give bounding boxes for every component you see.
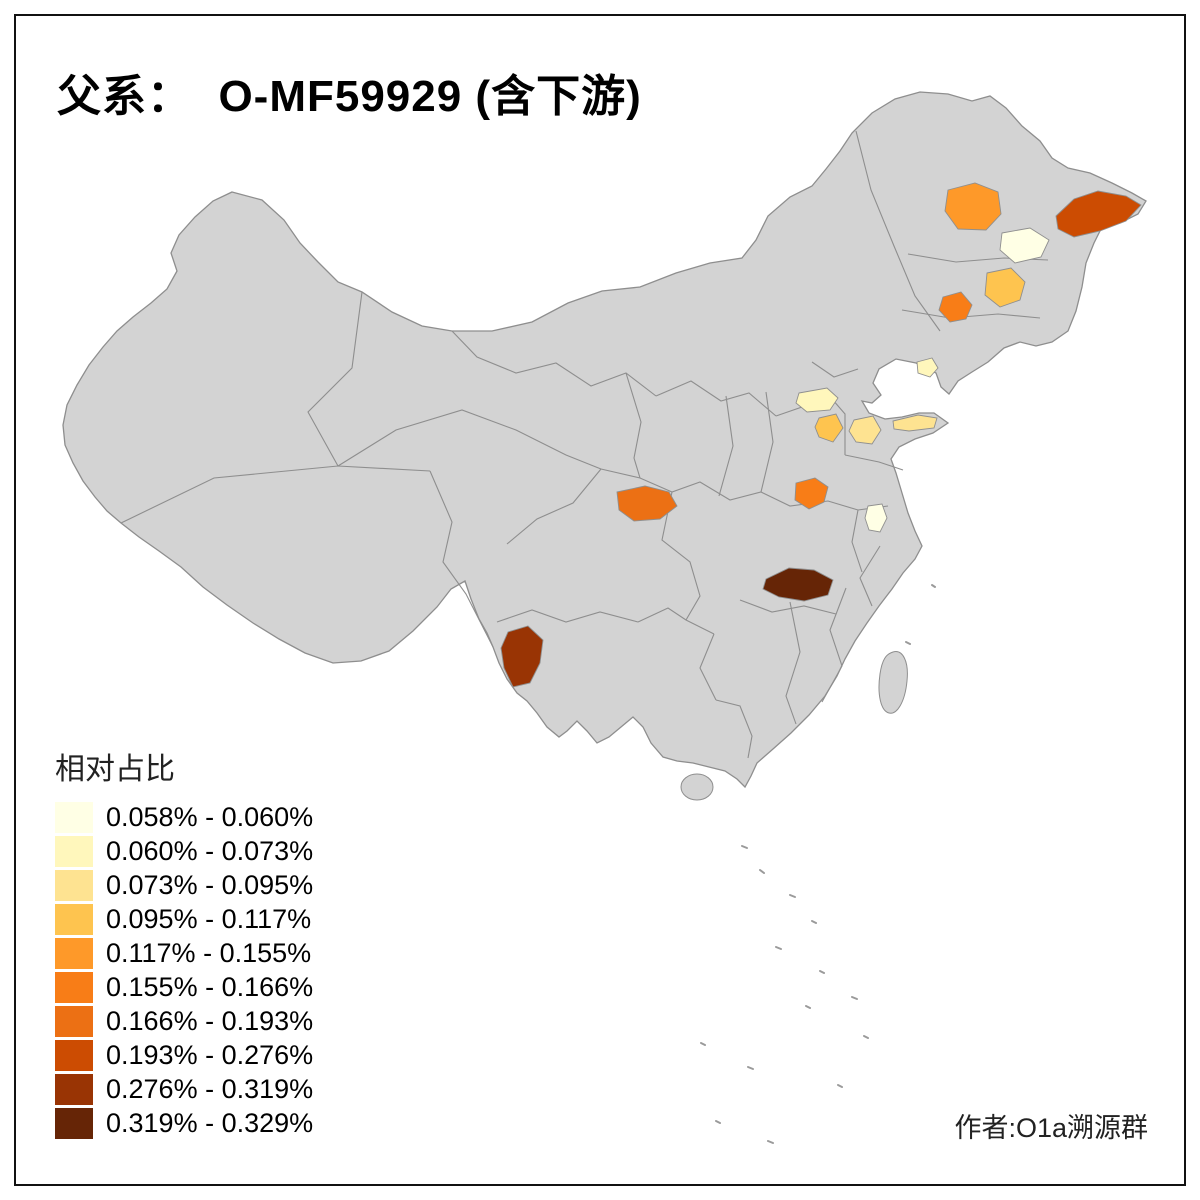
legend-row: 0.117% - 0.155% — [55, 938, 313, 969]
highlight-region — [500, 625, 544, 688]
highlight-region — [848, 415, 882, 445]
highlight-region — [864, 503, 888, 533]
page-title: 父系： O-MF59929 (含下游) — [57, 72, 642, 121]
highlight-region — [916, 357, 939, 378]
legend-title: 相对占比 — [55, 753, 175, 786]
highlight-region — [984, 267, 1026, 308]
legend-swatch — [55, 836, 93, 867]
legend-label: 0.095% - 0.117% — [106, 904, 312, 934]
legend-swatch — [55, 1108, 93, 1139]
legend-label: 0.155% - 0.166% — [106, 972, 314, 1002]
legend-row: 0.193% - 0.276% — [55, 1040, 313, 1071]
legend-row: 0.060% - 0.073% — [55, 836, 313, 867]
highlight-region — [999, 227, 1050, 264]
legend-label: 0.117% - 0.155% — [106, 938, 312, 968]
legend-swatch — [55, 802, 93, 833]
legend: 相对占比 0.058% - 0.060% 0.060% - 0.073% 0.0… — [55, 744, 313, 1142]
legend-label: 0.319% - 0.329% — [106, 1108, 314, 1138]
legend-swatch — [55, 1040, 93, 1071]
highlighted-regions — [500, 182, 1142, 688]
legend-swatch — [55, 1074, 93, 1105]
highlight-region — [762, 567, 834, 602]
legend-label: 0.193% - 0.276% — [106, 1040, 314, 1070]
legend-row: 0.166% - 0.193% — [55, 1006, 313, 1037]
china-outline — [62, 91, 1147, 789]
legend-label: 0.060% - 0.073% — [106, 836, 314, 866]
legend-swatch — [55, 870, 93, 901]
highlight-region — [795, 387, 839, 413]
legend-swatch — [55, 1006, 93, 1037]
legend-label: 0.058% - 0.060% — [106, 802, 314, 832]
attribution: 作者:O1a溯源群 — [954, 1113, 1148, 1143]
legend-label: 0.073% - 0.095% — [106, 870, 314, 900]
legend-row: 0.058% - 0.060% — [55, 802, 313, 833]
legend-row: 0.319% - 0.329% — [55, 1108, 313, 1139]
legend-row: 0.095% - 0.117% — [55, 904, 313, 935]
south-china-sea-islands — [700, 584, 936, 1144]
highlight-region — [944, 182, 1002, 231]
legend-row: 0.073% - 0.095% — [55, 870, 313, 901]
highlight-region — [1055, 190, 1142, 238]
legend-row: 0.155% - 0.166% — [55, 972, 313, 1003]
highlight-region — [794, 477, 829, 510]
highlight-region — [892, 414, 938, 432]
legend-swatch — [55, 972, 93, 1003]
taiwan-island — [878, 651, 908, 714]
highlight-region — [938, 291, 973, 323]
highlight-region — [814, 413, 844, 443]
legend-label: 0.276% - 0.319% — [106, 1074, 314, 1104]
hainan-island — [680, 773, 714, 801]
legend-swatch — [55, 904, 93, 935]
legend-row: 0.276% - 0.319% — [55, 1074, 313, 1105]
legend-label: 0.166% - 0.193% — [106, 1006, 314, 1036]
legend-swatch — [55, 938, 93, 969]
highlight-region — [616, 485, 678, 522]
